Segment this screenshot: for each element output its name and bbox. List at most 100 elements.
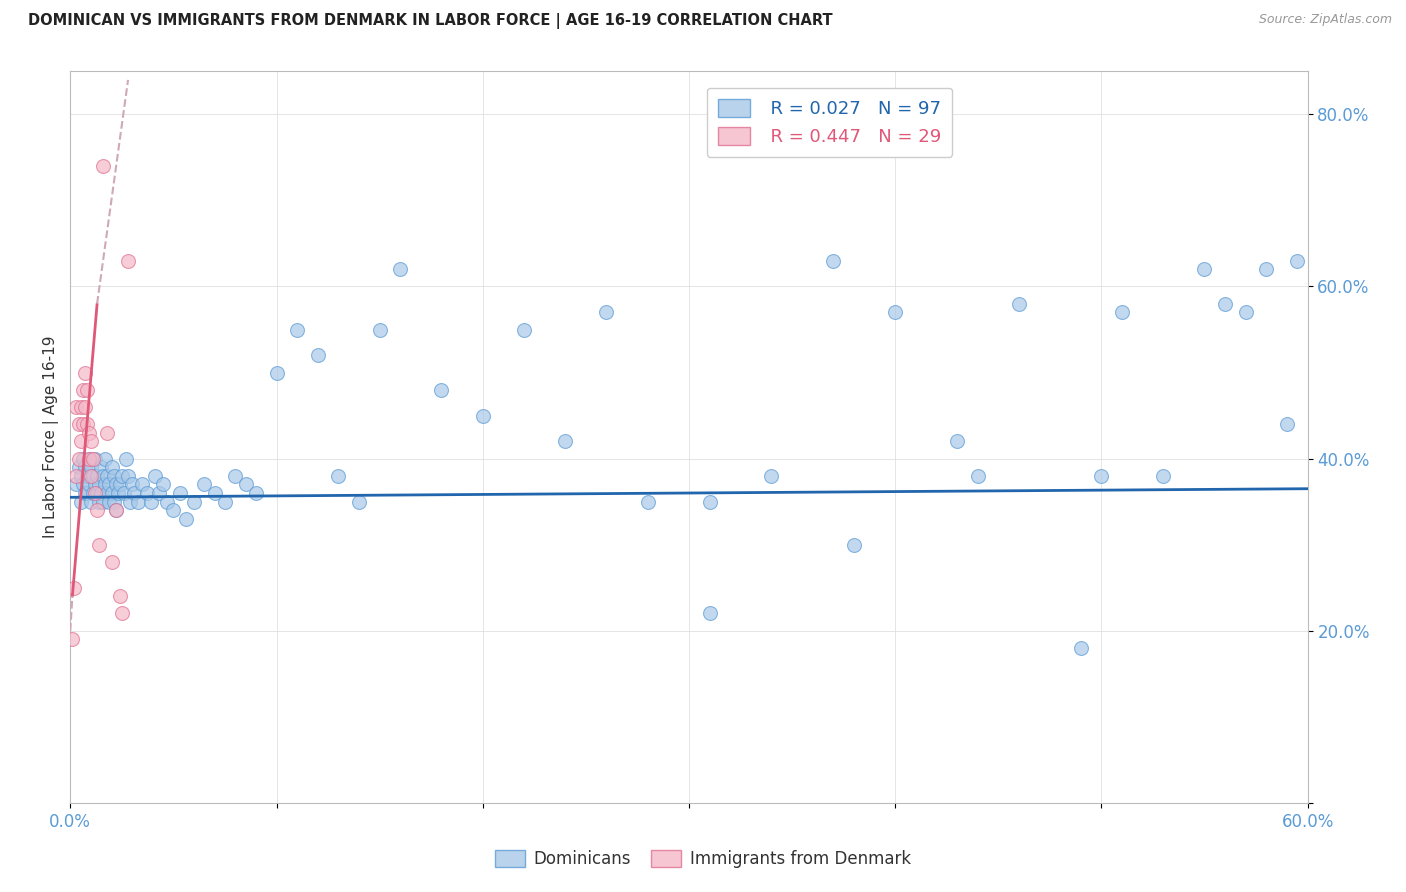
Point <box>80 468 103 483</box>
Point <box>89 494 111 508</box>
Point <box>946 434 969 449</box>
Point <box>108 477 131 491</box>
Point <box>117 253 139 268</box>
Point <box>69 494 91 508</box>
Point <box>307 348 329 362</box>
Point <box>65 468 87 483</box>
Point <box>842 538 865 552</box>
Point <box>368 322 391 336</box>
Point <box>65 477 87 491</box>
Point <box>84 451 107 466</box>
Point <box>86 503 108 517</box>
Point <box>63 581 86 595</box>
Point <box>72 383 94 397</box>
Y-axis label: In Labor Force | Age 16-19: In Labor Force | Age 16-19 <box>44 335 59 539</box>
Point <box>117 468 139 483</box>
Point <box>1256 262 1278 277</box>
Point <box>156 494 179 508</box>
Point <box>69 468 91 483</box>
Point <box>73 400 96 414</box>
Point <box>86 468 108 483</box>
Point <box>1070 640 1092 655</box>
Point <box>104 503 127 517</box>
Point <box>148 486 170 500</box>
Point <box>80 434 103 449</box>
Point <box>73 486 96 500</box>
Point <box>115 451 138 466</box>
Point <box>347 494 370 508</box>
Point <box>112 486 135 500</box>
Point <box>91 159 114 173</box>
Point <box>111 468 134 483</box>
Point <box>554 434 576 449</box>
Point <box>94 451 117 466</box>
Point <box>67 417 90 432</box>
Point <box>72 451 94 466</box>
Point <box>214 494 236 508</box>
Point <box>82 486 104 500</box>
Point <box>103 468 125 483</box>
Legend:   R = 0.027   N = 97,   R = 0.447   N = 29: R = 0.027 N = 97, R = 0.447 N = 29 <box>707 87 952 157</box>
Point <box>169 486 191 500</box>
Point <box>90 486 112 500</box>
Point <box>1111 305 1133 319</box>
Point <box>76 468 98 483</box>
Point <box>328 468 350 483</box>
Point <box>96 486 118 500</box>
Point <box>80 494 103 508</box>
Point <box>94 477 117 491</box>
Point <box>1286 253 1309 268</box>
Point <box>152 477 174 491</box>
Point <box>98 477 121 491</box>
Point <box>73 460 96 475</box>
Point <box>89 538 111 552</box>
Point <box>84 477 107 491</box>
Point <box>100 555 122 569</box>
Point <box>131 477 153 491</box>
Point <box>430 383 453 397</box>
Point <box>80 460 103 475</box>
Point <box>96 468 118 483</box>
Point <box>69 434 91 449</box>
Point <box>91 494 114 508</box>
Point <box>127 494 149 508</box>
Point <box>1194 262 1216 277</box>
Point <box>204 486 226 500</box>
Point <box>699 607 721 621</box>
Point <box>77 451 100 466</box>
Point <box>183 494 205 508</box>
Point <box>91 468 114 483</box>
Point <box>86 486 108 500</box>
Point <box>162 503 184 517</box>
Point <box>65 400 87 414</box>
Point <box>82 451 104 466</box>
Point <box>823 253 845 268</box>
Point <box>245 486 267 500</box>
Point <box>90 460 112 475</box>
Point <box>1090 468 1112 483</box>
Point <box>1275 417 1298 432</box>
Point <box>266 366 288 380</box>
Point <box>107 486 129 500</box>
Point <box>224 468 246 483</box>
Point <box>235 477 257 491</box>
Point <box>77 477 100 491</box>
Point <box>471 409 494 423</box>
Point <box>120 494 142 508</box>
Point <box>82 468 104 483</box>
Point <box>595 305 617 319</box>
Point <box>761 468 783 483</box>
Point <box>98 494 121 508</box>
Point <box>1152 468 1174 483</box>
Point <box>108 589 131 603</box>
Point <box>1234 305 1257 319</box>
Text: DOMINICAN VS IMMIGRANTS FROM DENMARK IN LABOR FORCE | AGE 16-19 CORRELATION CHAR: DOMINICAN VS IMMIGRANTS FROM DENMARK IN … <box>28 13 832 29</box>
Point <box>122 486 145 500</box>
Point <box>139 494 162 508</box>
Point <box>143 468 166 483</box>
Point <box>111 607 134 621</box>
Point <box>1008 296 1031 310</box>
Point <box>100 486 122 500</box>
Point <box>73 366 96 380</box>
Point <box>67 460 90 475</box>
